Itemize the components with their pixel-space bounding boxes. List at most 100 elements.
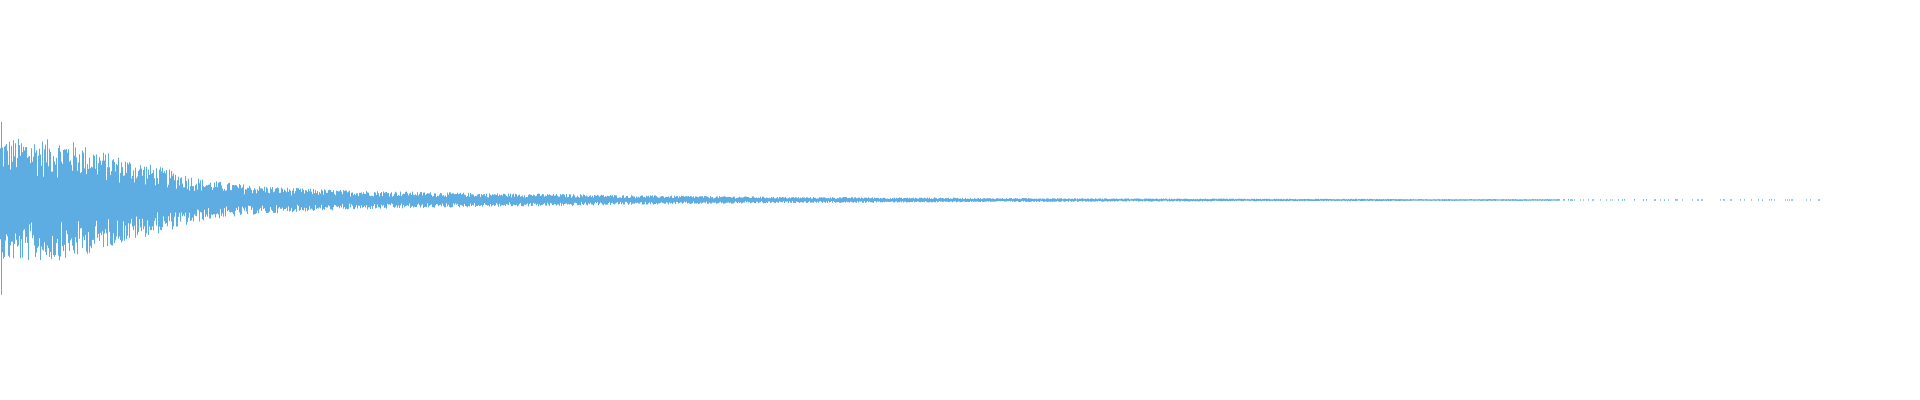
waveform-bar xyxy=(1444,199,1445,201)
waveform-bar xyxy=(1089,199,1090,201)
waveform-bar xyxy=(121,162,122,243)
waveform-bar xyxy=(503,193,504,206)
waveform-bar xyxy=(167,187,168,227)
waveform-bar xyxy=(1437,199,1438,201)
waveform-bar xyxy=(1119,198,1120,201)
waveform-bar xyxy=(751,197,752,203)
waveform-bar xyxy=(312,194,313,210)
waveform-bar xyxy=(515,193,516,206)
waveform-bar xyxy=(1819,199,1820,201)
waveform-bar xyxy=(452,193,453,207)
waveform-bar xyxy=(1660,199,1661,201)
waveform-bar xyxy=(1787,199,1788,201)
waveform-bar xyxy=(1499,199,1500,201)
waveform-bar xyxy=(852,197,853,203)
waveform-bar xyxy=(877,197,878,202)
waveform-bar xyxy=(341,191,342,208)
waveform-bar xyxy=(528,194,529,207)
waveform-bar xyxy=(1124,198,1125,202)
waveform-bar xyxy=(765,198,766,203)
waveform-bar xyxy=(963,199,964,202)
waveform-bar xyxy=(550,195,551,203)
waveform-bar xyxy=(1668,199,1669,201)
waveform-bar xyxy=(298,188,299,206)
waveform-bar xyxy=(995,199,996,202)
waveform-bar xyxy=(1462,199,1463,201)
waveform-bar xyxy=(1330,199,1331,201)
waveform-bar xyxy=(1529,199,1530,201)
waveform-bar xyxy=(1364,198,1365,201)
waveform-bar xyxy=(812,198,813,203)
waveform-bar xyxy=(1468,199,1469,201)
waveform-bar xyxy=(1643,199,1644,201)
waveform-bar xyxy=(78,162,79,222)
waveform-bar xyxy=(601,194,602,204)
waveform-bar xyxy=(182,183,183,217)
waveform-bar xyxy=(748,197,749,203)
waveform-bar xyxy=(1435,199,1436,201)
waveform-bar xyxy=(776,197,777,202)
waveform-bar xyxy=(88,168,89,232)
waveform-bar xyxy=(638,196,639,204)
waveform-bar xyxy=(1254,198,1255,202)
waveform-bar xyxy=(492,194,493,206)
waveform-bar xyxy=(1432,199,1433,201)
waveform-bar xyxy=(820,197,821,202)
waveform-bars xyxy=(0,121,1820,295)
waveform-bar xyxy=(391,192,392,204)
waveform-bar xyxy=(21,143,22,240)
waveform-bar xyxy=(1230,198,1231,202)
waveform-bar xyxy=(1145,198,1146,202)
waveform-bar xyxy=(564,194,565,204)
waveform-bar xyxy=(875,198,876,202)
waveform-bar xyxy=(1553,199,1554,201)
waveform-bar xyxy=(1280,199,1281,202)
waveform-bar xyxy=(1525,199,1526,201)
waveform-bar xyxy=(1251,198,1252,201)
waveform-bar xyxy=(1098,198,1099,201)
waveform-bar xyxy=(1572,199,1573,201)
waveform-bar xyxy=(326,192,327,208)
waveform-bar xyxy=(711,197,712,204)
waveform-bar xyxy=(968,198,969,202)
waveform-bar xyxy=(34,144,35,246)
waveform-bar xyxy=(1791,199,1792,201)
waveform-bar xyxy=(1298,199,1299,201)
waveform-bar xyxy=(342,194,343,205)
waveform-bar xyxy=(174,180,175,217)
waveform-bar xyxy=(841,198,842,203)
waveform-bar xyxy=(796,197,797,202)
waveform-bar xyxy=(660,196,661,203)
waveform-bar xyxy=(753,196,754,203)
waveform-bar xyxy=(1102,198,1103,202)
waveform-bar xyxy=(2,147,3,253)
waveform-bar xyxy=(1118,199,1119,202)
waveform-bar xyxy=(836,198,837,203)
waveform-bar xyxy=(120,172,121,240)
waveform-bar xyxy=(1374,199,1375,201)
waveform-bar xyxy=(700,196,701,203)
waveform-bar xyxy=(1447,199,1448,201)
waveform-bar xyxy=(37,175,38,248)
waveform-bar xyxy=(680,196,681,203)
waveform-bar xyxy=(539,193,540,205)
waveform-bar xyxy=(1275,199,1276,202)
waveform-bar xyxy=(692,197,693,204)
waveform-bar xyxy=(1288,199,1289,202)
waveform-bar xyxy=(27,157,28,243)
waveform-bar xyxy=(585,196,586,203)
waveform-bar xyxy=(451,193,452,208)
waveform-bar xyxy=(666,196,667,203)
waveform-bar xyxy=(1507,199,1508,201)
waveform-bar xyxy=(1227,198,1228,201)
waveform-bar xyxy=(911,198,912,202)
waveform-bar xyxy=(1574,199,1575,201)
waveform-bar xyxy=(447,192,448,207)
waveform-bar xyxy=(1335,199,1336,202)
waveform-bar xyxy=(1441,199,1442,201)
waveform-bar xyxy=(819,197,820,202)
waveform-bar xyxy=(1542,199,1543,201)
waveform-bar xyxy=(1510,199,1511,201)
waveform-bar xyxy=(892,198,893,202)
